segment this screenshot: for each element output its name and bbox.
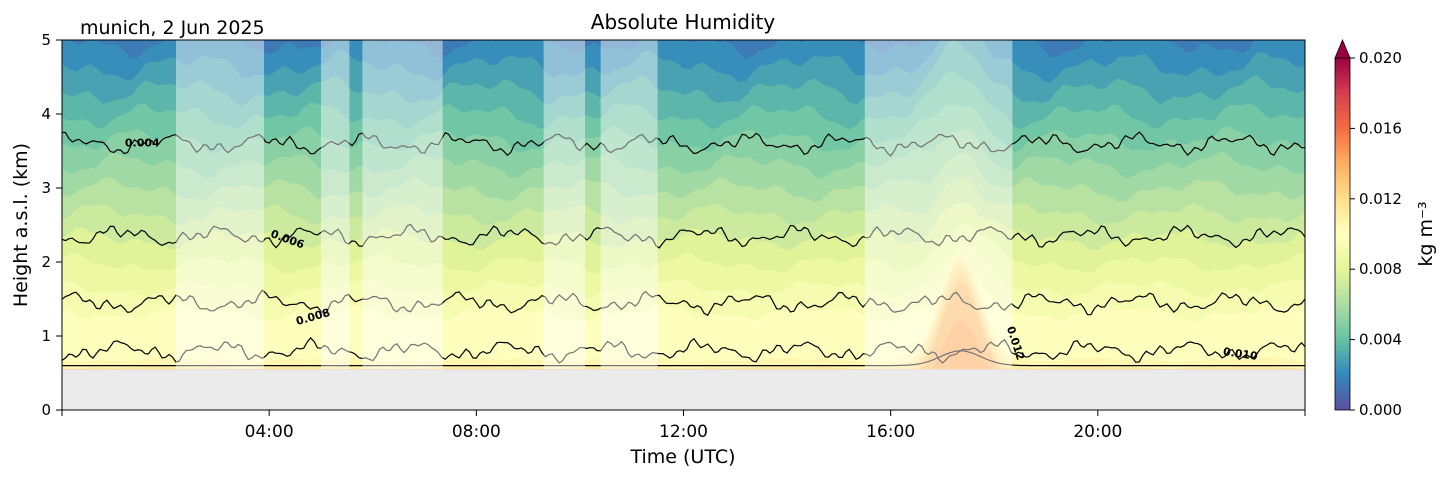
colorbar-tick-label: 0.016 [1359,119,1402,137]
y-tick-label: 3 [41,179,51,197]
masked-period [362,40,443,370]
masked-period [175,40,264,370]
y-tick-label: 4 [41,105,51,123]
x-axis-ticks: 04:00 08:00 12:00 16:00 20:00 [61,410,1306,442]
colorbar-tick-label: 0.020 [1359,49,1402,67]
y-tick-label: 5 [41,31,51,49]
contour-line-0.012 [62,350,1305,367]
contour-line-0.004 [62,131,1305,157]
ground-level-area [62,369,1305,410]
y-axis-ticks: 0 1 2 3 4 5 [41,31,62,419]
contour-line-0.008 [62,289,1305,316]
colorbar-tick-label: 0.000 [1359,401,1402,419]
contour-line-0.010 [62,336,1305,364]
contour-label: 0.010 [1222,345,1259,363]
x-tick-label: 08:00 [452,422,501,442]
colorbar-tick-label: 0.012 [1359,190,1402,208]
masked-periods [175,40,1013,370]
colorbar-tick-label: 0.008 [1359,260,1402,278]
masked-period [543,40,586,370]
chart-title: Absolute Humidity [591,10,776,34]
y-tick-label: 2 [41,253,51,271]
colorbar-extend-arrow [1334,38,1351,59]
colorbar-label: kg m⁻³ [1415,201,1437,266]
x-tick-label: 04:00 [245,422,294,442]
x-tick-label: 20:00 [1073,422,1122,442]
y-tick-label: 0 [41,401,51,419]
y-axis-label: Height a.s.l. (km) [10,143,32,307]
x-axis-label: Time (UTC) [629,446,735,468]
x-tick-label: 16:00 [866,422,915,442]
chart-subtitle: munich, 2 Jun 2025 [80,17,265,39]
x-tick-label: 12:00 [659,422,708,442]
contour-line-0.006 [62,223,1305,249]
y-tick-label: 1 [41,327,51,345]
colorbar-gradient [1334,57,1351,411]
colorbar: 0.000 0.004 0.008 0.012 0.016 0.020 [1334,38,1402,419]
masked-period [320,40,350,370]
masked-period [864,40,1013,370]
masked-period [600,40,658,370]
contour-lines [62,131,1305,367]
contour-label: 0.004 [125,137,160,150]
colorbar-tick-label: 0.004 [1359,331,1402,349]
